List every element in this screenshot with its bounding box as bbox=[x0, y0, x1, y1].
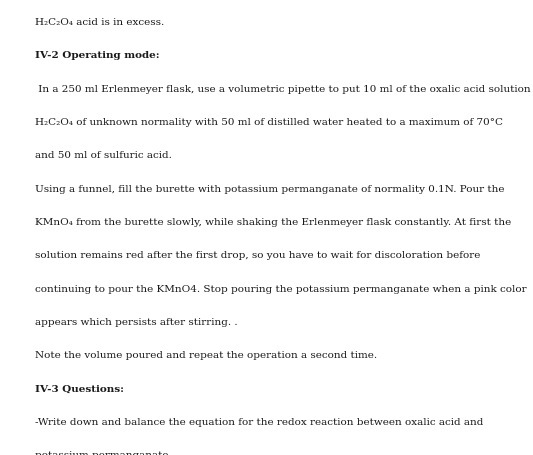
Text: H₂C₂O₄ acid is in excess.: H₂C₂O₄ acid is in excess. bbox=[35, 18, 164, 27]
Text: In a 250 ml Erlenmeyer flask, use a volumetric pipette to put 10 ml of the oxali: In a 250 ml Erlenmeyer flask, use a volu… bbox=[35, 85, 531, 93]
Text: potassium permanganate.: potassium permanganate. bbox=[35, 450, 172, 455]
Text: -Write down and balance the equation for the redox reaction between oxalic acid : -Write down and balance the equation for… bbox=[35, 417, 483, 426]
Text: Note the volume poured and repeat the operation a second time.: Note the volume poured and repeat the op… bbox=[35, 350, 377, 359]
Text: appears which persists after stirring. .: appears which persists after stirring. . bbox=[35, 317, 238, 326]
Text: Using a funnel, fill the burette with potassium permanganate of normality 0.1N. : Using a funnel, fill the burette with po… bbox=[35, 184, 505, 193]
Text: solution remains red after the first drop, so you have to wait for discoloration: solution remains red after the first dro… bbox=[35, 251, 480, 260]
Text: IV-3 Questions:: IV-3 Questions: bbox=[35, 384, 124, 393]
Text: continuing to pour the KMnO4. Stop pouring the potassium permanganate when a pin: continuing to pour the KMnO4. Stop pouri… bbox=[35, 284, 527, 293]
Text: KMnO₄ from the burette slowly, while shaking the Erlenmeyer flask constantly. At: KMnO₄ from the burette slowly, while sha… bbox=[35, 217, 511, 227]
Text: and 50 ml of sulfuric acid.: and 50 ml of sulfuric acid. bbox=[35, 151, 172, 160]
Text: H₂C₂O₄ of unknown normality with 50 ml of distilled water heated to a maximum of: H₂C₂O₄ of unknown normality with 50 ml o… bbox=[35, 118, 503, 126]
Text: IV-2 Operating mode:: IV-2 Operating mode: bbox=[35, 51, 159, 60]
